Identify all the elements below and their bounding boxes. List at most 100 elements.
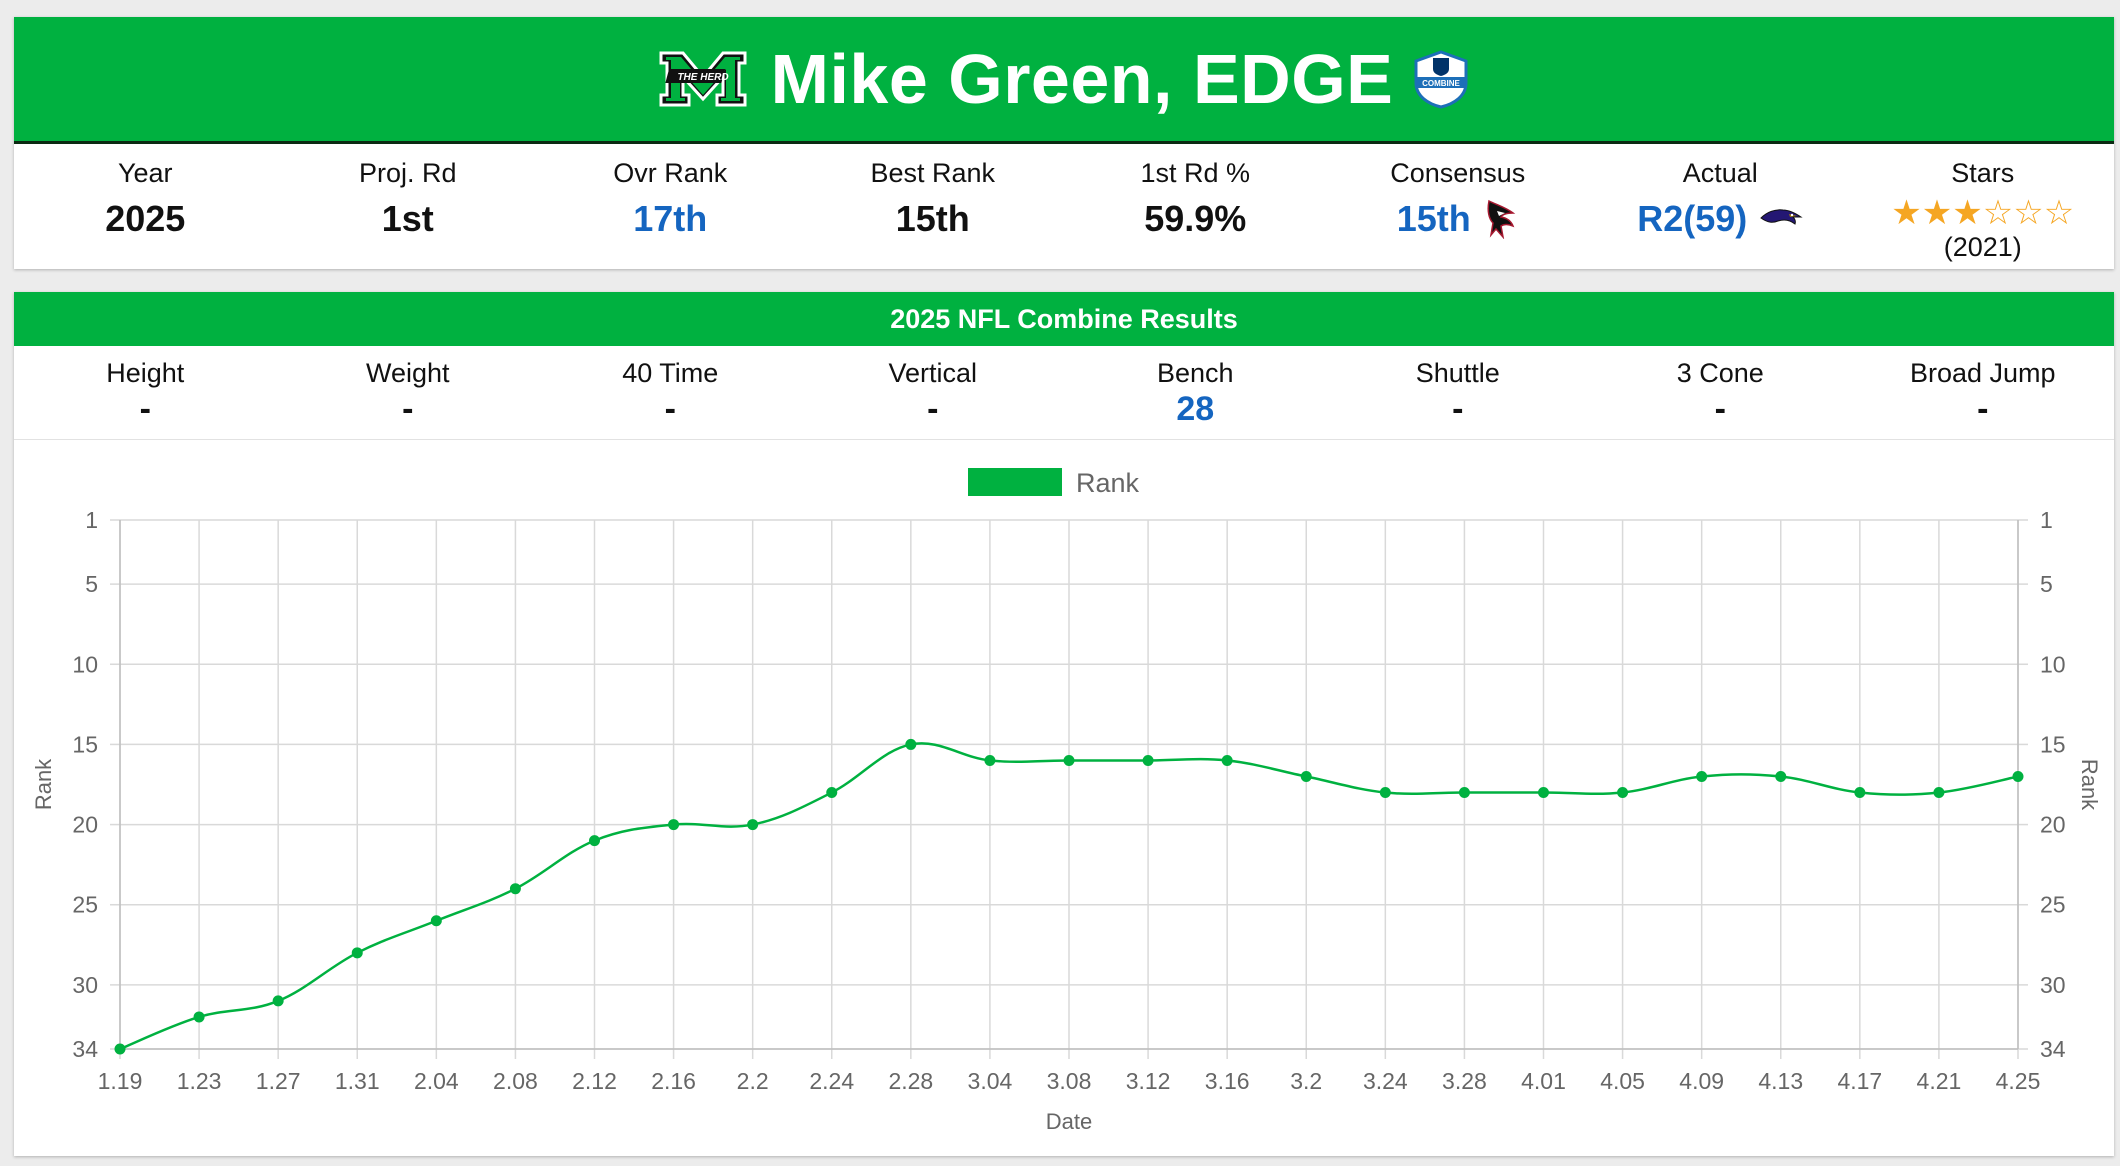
combine-label: Weight [365, 358, 450, 388]
x-axis-title: Date [1046, 1109, 1092, 1134]
combine-value[interactable]: 28 [1176, 390, 1215, 428]
data-point [2012, 770, 2024, 782]
combine-item-3-cone: 3 Cone - [1589, 346, 1852, 439]
stat-value[interactable]: R2(59) [1637, 198, 1748, 239]
data-point [1063, 754, 1075, 766]
x-tick-label: 3.28 [1442, 1068, 1487, 1094]
y-tick-label-right: 10 [2040, 651, 2066, 677]
x-tick-label: 4.01 [1521, 1068, 1566, 1094]
data-point [509, 883, 521, 895]
x-tick-label: 4.25 [1996, 1068, 2041, 1094]
data-point [1300, 770, 1312, 782]
y-tick-label-right: 34 [2040, 1036, 2066, 1062]
x-tick-label: 4.13 [1758, 1068, 1803, 1094]
legend-swatch [968, 468, 1062, 496]
stat-proj-rd: Proj. Rd 1st [277, 144, 540, 266]
combine-item-bench: Bench 28 [1064, 346, 1327, 439]
x-tick-label: 4.17 [1837, 1068, 1882, 1094]
y-axis-title-left: Rank [31, 758, 56, 810]
stat-stars: Stars ★ ★ ★ ☆ ☆ ☆ (2021) [1852, 144, 2115, 266]
stat-label: Best Rank [870, 158, 996, 188]
stat-consensus-value[interactable]: 15th [1397, 198, 1519, 240]
stat-label: Actual [1682, 158, 1758, 188]
x-tick-label: 1.31 [335, 1068, 380, 1094]
data-point [1538, 787, 1549, 799]
combine-value: - [927, 390, 939, 428]
y-tick-label-left: 5 [85, 571, 98, 597]
x-tick-label: 1.27 [256, 1068, 301, 1094]
x-tick-label: 3.16 [1205, 1068, 1250, 1094]
x-tick-label: 4.05 [1600, 1068, 1645, 1094]
chart-legend: Rank [968, 468, 1140, 498]
data-point [1775, 770, 1787, 782]
rank-chart-container: 1 1 5 5 10 10 15 15 20 20 25 25 30 30 34 34 1.19 1.23 1.27… [14, 440, 2114, 1156]
combine-value: - [1714, 390, 1726, 428]
y-tick-label-left: 30 [72, 972, 98, 998]
y-tick-label-left: 20 [72, 812, 98, 838]
combine-item-broad-jump: Broad Jump - [1852, 346, 2115, 439]
x-tick-label: 4.21 [1917, 1068, 1962, 1094]
stat-value[interactable]: 15th [1396, 198, 1471, 239]
stat-ovr-rank: Ovr Rank 17th [539, 144, 802, 266]
stat-label: Stars [1951, 158, 2015, 188]
stat-value: 59.9% [1144, 198, 1247, 239]
combine-item-height: Height - [14, 346, 277, 439]
data-point [747, 819, 759, 831]
player-banner: THE HERD Mike Green, EDGE COMBINE [14, 17, 2114, 144]
data-point [589, 835, 600, 847]
combine-title: 2025 NFL Combine Results [14, 292, 2114, 346]
combine-item-vertical: Vertical - [802, 346, 1065, 439]
y-axis-title-right: Rank [2077, 759, 2102, 811]
combine-value: - [139, 390, 151, 428]
combine-logo-text: COMBINE [1422, 79, 1460, 88]
x-tick-label: 1.19 [98, 1068, 143, 1094]
combine-results-card: 2025 NFL Combine Results Height - Weight -4… [14, 292, 2114, 1156]
x-tick-label: 2.04 [414, 1068, 459, 1094]
stat-value: 2025 [105, 198, 186, 239]
stat-actual: Actual R2(59) [1589, 144, 1852, 266]
x-tick-label: 3.08 [1047, 1068, 1092, 1094]
combine-value: - [664, 390, 676, 428]
star-filled-icon: ★ [1952, 194, 1983, 232]
star-filled-icon: ★ [1921, 194, 1953, 232]
x-tick-label: 2.08 [493, 1068, 538, 1094]
star-empty-icon: ☆ [2013, 194, 2044, 232]
combine-value: - [1977, 390, 1989, 428]
combine-item-weight: Weight - [277, 346, 540, 439]
school-logo-text: THE HERD [677, 72, 728, 83]
data-point [114, 1043, 126, 1055]
combine-label: Shuttle [1415, 358, 1500, 388]
data-point [826, 787, 838, 799]
ravens-icon [1760, 209, 1803, 225]
marshall-logo-icon: THE HERD [659, 51, 747, 107]
combine-label: Broad Jump [1909, 358, 2056, 388]
combine-item-shuttle: Shuttle - [1327, 346, 1590, 439]
data-point [1458, 787, 1470, 799]
data-point [1379, 787, 1391, 799]
combine-value: - [402, 390, 414, 428]
y-tick-label-left: 25 [72, 892, 98, 918]
stat-actual-value[interactable]: R2(59) [1637, 198, 1803, 240]
x-tick-label: 2.16 [651, 1068, 696, 1094]
x-tick-label: 2.12 [572, 1068, 617, 1094]
player-stats-row: Year 2025 Proj. Rd 1st Ovr Rank 17th Bes… [14, 144, 2114, 266]
star-empty-icon: ☆ [2043, 194, 2075, 232]
star-filled-icon: ★ [1891, 194, 1922, 232]
stat-year: Year 2025 [14, 144, 277, 266]
y-tick-label-right: 25 [2040, 892, 2066, 918]
y-tick-label-left: 15 [72, 731, 98, 757]
player-header-card: THE HERD Mike Green, EDGE COMBINE Year 2… [14, 17, 2114, 269]
player-name-title: Mike Green, EDGE [770, 40, 1394, 118]
star-empty-icon: ☆ [1982, 194, 2014, 232]
data-point [272, 995, 284, 1007]
combine-label: Height [106, 358, 185, 388]
falcons-icon [1487, 199, 1516, 239]
star-rating: ★ ★ ★ ☆ ☆ ☆ [1891, 196, 2074, 230]
y-tick-label-left: 10 [72, 651, 98, 677]
stat-value[interactable]: 17th [633, 198, 708, 239]
combine-label: 3 Cone [1676, 358, 1764, 388]
stat-label: Ovr Rank [613, 158, 728, 188]
combine-label: Bench [1156, 358, 1234, 388]
data-point [984, 754, 996, 766]
